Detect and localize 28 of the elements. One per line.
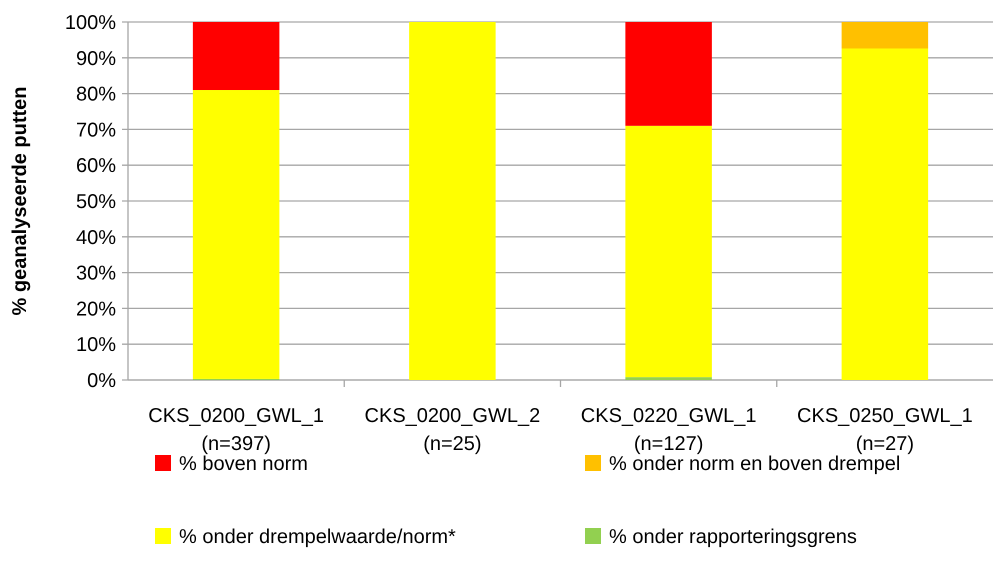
y-tick-label: 90% bbox=[76, 48, 116, 70]
y-tick-label: 80% bbox=[76, 84, 116, 106]
bar bbox=[625, 22, 712, 126]
bar bbox=[625, 126, 712, 378]
legend-label: % onder drempelwaarde/norm* bbox=[179, 526, 456, 548]
y-tick-label: 20% bbox=[76, 298, 116, 320]
x-tick-label: CKS_0200_GWL_2 (n=25) bbox=[364, 405, 540, 455]
y-tick-label: 40% bbox=[76, 226, 116, 249]
y-tick-label: 0% bbox=[87, 370, 116, 392]
x-tick-label: CKS_0200_GWL_1 (n=397) bbox=[148, 405, 324, 455]
x-tick-label: CKS_0250_GWL_1 (n=27) bbox=[797, 405, 973, 455]
bar bbox=[192, 90, 280, 379]
legend-label: % boven norm bbox=[179, 453, 308, 475]
y-tick-label: 30% bbox=[76, 262, 116, 285]
bar bbox=[625, 377, 712, 380]
bar bbox=[842, 22, 928, 48]
legend-label: % onder norm en boven drempel bbox=[609, 453, 900, 475]
y-tick-label: 50% bbox=[76, 191, 116, 213]
x-tick-label: CKS_0220_GWL_1 (n=127) bbox=[580, 405, 756, 455]
y-tick-label: 70% bbox=[76, 119, 116, 142]
y-tick-label: 100% bbox=[64, 12, 116, 34]
y-tick-label: 60% bbox=[76, 155, 116, 178]
bar bbox=[842, 48, 928, 380]
bar bbox=[192, 22, 280, 90]
legend-label: % onder rapporteringsgrens bbox=[609, 526, 857, 548]
bar bbox=[409, 22, 496, 380]
y-axis-title: % geanalyseerde putten bbox=[9, 86, 31, 316]
y-tick-label: 10% bbox=[76, 334, 116, 356]
